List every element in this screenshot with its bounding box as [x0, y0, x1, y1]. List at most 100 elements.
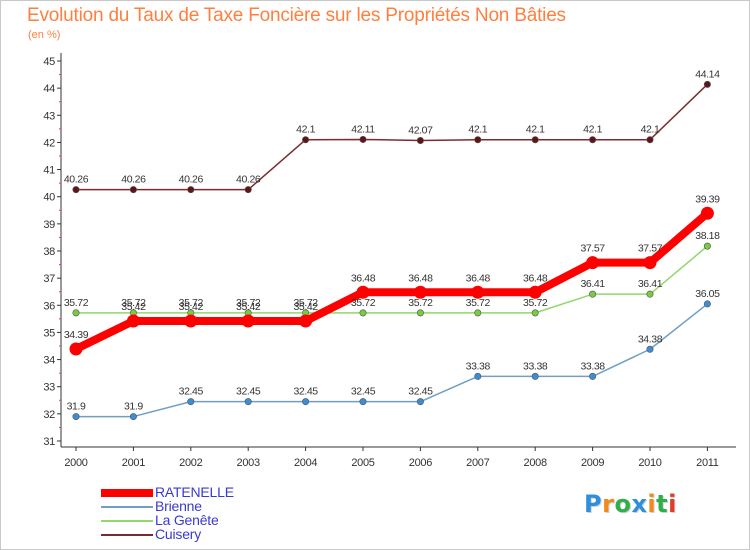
data-label-cuisery: 40.26 — [121, 174, 146, 186]
y-tick-label: 44 — [43, 83, 55, 95]
data-label-brienne: 33.38 — [523, 360, 548, 372]
data-point-la-gen-te — [474, 309, 482, 317]
data-label-ratenelle: 35.42 — [293, 301, 318, 313]
data-label-ratenelle: 37.57 — [638, 243, 663, 255]
data-point-la-gen-te — [416, 309, 424, 317]
data-label-brienne: 32.45 — [236, 386, 261, 398]
data-label-brienne: 31.9 — [124, 401, 143, 413]
logo-letter: P — [584, 490, 603, 518]
data-label-ratenelle: 35.42 — [236, 301, 261, 313]
data-label-ratenelle: 36.48 — [351, 272, 376, 284]
data-label-la-gen-te: 35.72 — [64, 297, 89, 309]
data-label-brienne: 31.9 — [67, 401, 86, 413]
legend-swatch — [101, 520, 153, 522]
data-point-brienne — [302, 398, 310, 406]
data-label-cuisery: 44.14 — [695, 68, 720, 80]
data-point-cuisery — [416, 137, 424, 145]
legend-label: La Genête — [155, 512, 219, 528]
data-label-ratenelle: 34.39 — [64, 329, 89, 341]
data-label-brienne: 32.45 — [408, 386, 433, 398]
logo-letter: o — [614, 490, 632, 518]
data-point-cuisery — [703, 80, 711, 88]
legend-swatch — [101, 489, 153, 497]
x-tick-label: 2006 — [409, 457, 432, 469]
y-tick-label: 34 — [43, 355, 55, 367]
data-label-la-gen-te: 35.72 — [179, 297, 204, 309]
data-point-brienne — [589, 372, 597, 380]
data-label-brienne: 34.38 — [638, 333, 663, 345]
x-tick-label: 2001 — [122, 457, 145, 469]
x-tick-label: 2010 — [638, 457, 661, 469]
data-point-ratenelle — [471, 285, 485, 299]
legend-swatch — [101, 506, 153, 508]
data-point-ratenelle — [413, 285, 427, 299]
data-point-cuisery — [129, 186, 137, 194]
data-label-la-gen-te: 35.72 — [466, 297, 491, 309]
chart-title: Evolution du Taux de Taxe Foncière sur l… — [27, 5, 566, 26]
data-point-ratenelle — [586, 256, 600, 270]
logo-letter: x — [631, 490, 648, 518]
series-line-brienne — [75, 303, 709, 418]
data-point-la-gen-te — [703, 242, 711, 250]
data-label-brienne: 36.05 — [695, 288, 720, 300]
data-point-ratenelle — [299, 314, 313, 328]
legend-label: Cuisery — [155, 526, 202, 542]
legend-swatch — [101, 534, 153, 536]
data-label-ratenelle: 39.39 — [695, 193, 720, 205]
data-label-la-gen-te: 35.72 — [351, 297, 376, 309]
data-label-brienne: 33.38 — [580, 360, 605, 372]
data-label-ratenelle: 36.48 — [408, 272, 433, 284]
data-label-la-gen-te: 38.18 — [695, 230, 720, 242]
data-point-la-gen-te — [589, 290, 597, 298]
logo-letter: r — [602, 490, 615, 518]
data-point-brienne — [646, 345, 654, 353]
data-point-cuisery — [302, 136, 310, 144]
data-label-cuisery: 42.1 — [468, 124, 487, 136]
data-point-brienne — [703, 300, 711, 308]
data-point-cuisery — [187, 186, 195, 194]
data-point-brienne — [416, 398, 424, 406]
data-label-ratenelle: 35.42 — [179, 301, 204, 313]
x-tick-label: 2008 — [524, 457, 547, 469]
x-tick-label: 2009 — [581, 457, 604, 469]
data-label-ratenelle: 36.48 — [466, 272, 491, 284]
data-label-cuisery: 42.11 — [351, 123, 375, 135]
data-label-la-gen-te: 36.41 — [580, 278, 605, 290]
data-label-cuisery: 42.1 — [296, 124, 315, 136]
data-label-la-gen-te: 35.72 — [408, 297, 433, 309]
data-point-ratenelle — [126, 314, 140, 328]
logo-letter: i — [647, 490, 657, 518]
series-line-la-gen-te — [75, 245, 709, 314]
data-point-ratenelle — [643, 256, 657, 270]
data-point-cuisery — [589, 136, 597, 144]
series-lines — [69, 80, 714, 421]
x-tick-label: 2004 — [294, 457, 317, 469]
y-tick-label: 31 — [43, 436, 55, 448]
data-point-cuisery — [244, 186, 252, 194]
legend-label: Brienne — [155, 498, 202, 514]
x-tick-label: 2007 — [466, 457, 489, 469]
y-tick-label: 43 — [43, 110, 55, 122]
data-point-la-gen-te — [359, 309, 367, 317]
y-tick-label: 42 — [43, 137, 55, 149]
data-label-cuisery: 40.26 — [64, 174, 89, 186]
data-label-la-gen-te: 35.72 — [236, 297, 261, 309]
x-tick-label: 2005 — [351, 457, 374, 469]
x-tick-label: 2002 — [179, 457, 202, 469]
data-point-la-gen-te — [531, 309, 539, 317]
data-point-ratenelle — [700, 206, 714, 220]
y-tick-label: 45 — [43, 56, 55, 68]
data-labels: 40.26 40.26 40.26 40.26 42.1 42.11 42.07 42.1 42… — [64, 68, 721, 413]
data-label-ratenelle: 37.57 — [580, 243, 605, 255]
data-label-cuisery: 40.26 — [179, 174, 204, 186]
data-label-brienne: 33.38 — [466, 360, 491, 372]
data-label-brienne: 32.45 — [179, 386, 204, 398]
y-tick-label: 41 — [43, 165, 55, 177]
data-point-ratenelle — [528, 285, 542, 299]
data-label-la-gen-te: 35.72 — [523, 297, 548, 309]
data-label-la-gen-te: 35.72 — [293, 297, 318, 309]
y-tick-label: 35 — [43, 327, 55, 339]
data-label-cuisery: 42.1 — [641, 124, 660, 136]
data-label-brienne: 32.45 — [293, 386, 318, 398]
